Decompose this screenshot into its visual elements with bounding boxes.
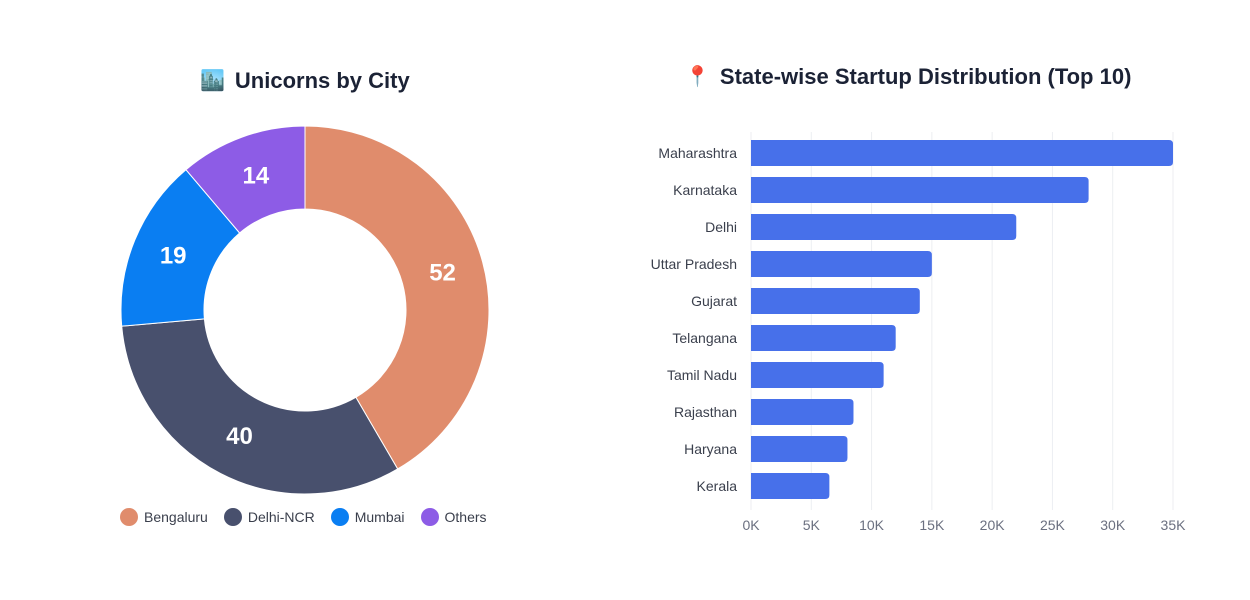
bar-chart-title-text: State-wise Startup Distribution (Top 10) [719, 64, 1132, 89]
donut-chart-title: 🏙️ Unicorns by City [200, 68, 410, 94]
legend-item-mumbai[interactable]: Mumbai [330, 508, 405, 526]
y-tick-label-telangana: Telangana [672, 330, 737, 346]
y-tick-label-karnataka: Karnataka [673, 182, 737, 198]
x-tick-label: 15K [919, 517, 945, 533]
legend-label-others: Others [444, 509, 487, 525]
donut-label-bengaluru: 52 [429, 259, 456, 286]
bar-haryana[interactable] [751, 436, 848, 462]
bar-maharashtra[interactable] [751, 140, 1173, 166]
bar-tamil-nadu[interactable] [751, 362, 884, 388]
donut-label-mumbai: 19 [160, 242, 187, 269]
donut-label-others: 14 [243, 163, 270, 190]
y-tick-label-gujarat: Gujarat [691, 293, 737, 309]
y-tick-label-haryana: Haryana [684, 441, 737, 457]
x-tick-label: 10K [859, 517, 885, 533]
unicorns-by-city-panel: 🏙️ Unicorns by City 52 40 19 14 Bengaluru D… [0, 0, 610, 600]
x-tick-label: 20K [980, 517, 1006, 533]
legend-swatch-others [420, 508, 439, 526]
legend-swatch-mumbai [330, 508, 349, 526]
legend-item-others[interactable]: Others [420, 508, 487, 526]
bar-chart: 0K 5K 10K 15K 20K 25K 30K 35K Maharashtra Karnata… [651, 132, 1187, 533]
donut-label-delhi-ncr: 40 [226, 423, 253, 450]
round-pushpin-icon: 📍 [685, 66, 710, 88]
bar-gujarat[interactable] [751, 288, 920, 314]
bar-karnataka[interactable] [751, 177, 1089, 203]
y-tick-label-kerala: Kerala [697, 478, 738, 494]
x-tick-label: 5K [803, 517, 821, 533]
legend-label-delhi-ncr: Delhi-NCR [247, 509, 315, 525]
y-tick-label-tamil-nadu: Tamil Nadu [667, 367, 737, 383]
x-tick-label: 25K [1040, 517, 1066, 533]
bar-kerala[interactable] [751, 473, 830, 499]
legend-swatch-delhi-ncr [223, 508, 242, 526]
donut-chart-title-text: Unicorns by City [234, 68, 410, 93]
bar-delhi[interactable] [751, 214, 1017, 240]
bar-rajasthan[interactable] [751, 399, 854, 425]
cityscape-icon: 🏙️ [200, 70, 225, 92]
y-tick-label-uttar-pradesh: Uttar Pradesh [651, 256, 737, 272]
x-tick-label: 35K [1161, 517, 1187, 533]
donut-chart: 52 40 19 14 [120, 125, 490, 495]
legend-swatch-bengaluru [120, 508, 138, 526]
x-tick-label: 0K [742, 517, 760, 533]
legend-label-mumbai: Mumbai [354, 509, 405, 525]
x-tick-label: 30K [1100, 517, 1126, 533]
legend-item-delhi-ncr[interactable]: Delhi-NCR [223, 508, 315, 526]
donut-slice-others[interactable] [185, 125, 306, 234]
bar-telangana[interactable] [751, 325, 896, 351]
bar-uttar-pradesh[interactable] [751, 251, 932, 277]
state-distribution-panel: 📍 State-wise Startup Distribution (Top 1… [610, 0, 1250, 600]
legend-item-bengaluru[interactable]: Bengaluru [120, 508, 208, 526]
y-tick-label-delhi: Delhi [705, 219, 737, 235]
y-tick-label-maharashtra: Maharashtra [658, 145, 737, 161]
y-tick-label-rajasthan: Rajasthan [674, 404, 737, 420]
bar-chart-title: 📍 State-wise Startup Distribution (Top 1… [685, 64, 1131, 90]
donut-legend: Bengaluru Delhi-NCR Mumbai Others [120, 508, 487, 526]
donut-slice-bengaluru[interactable] [304, 125, 490, 470]
donut-slice-delhi-ncr[interactable] [121, 318, 399, 495]
legend-label-bengaluru: Bengaluru [144, 509, 208, 525]
